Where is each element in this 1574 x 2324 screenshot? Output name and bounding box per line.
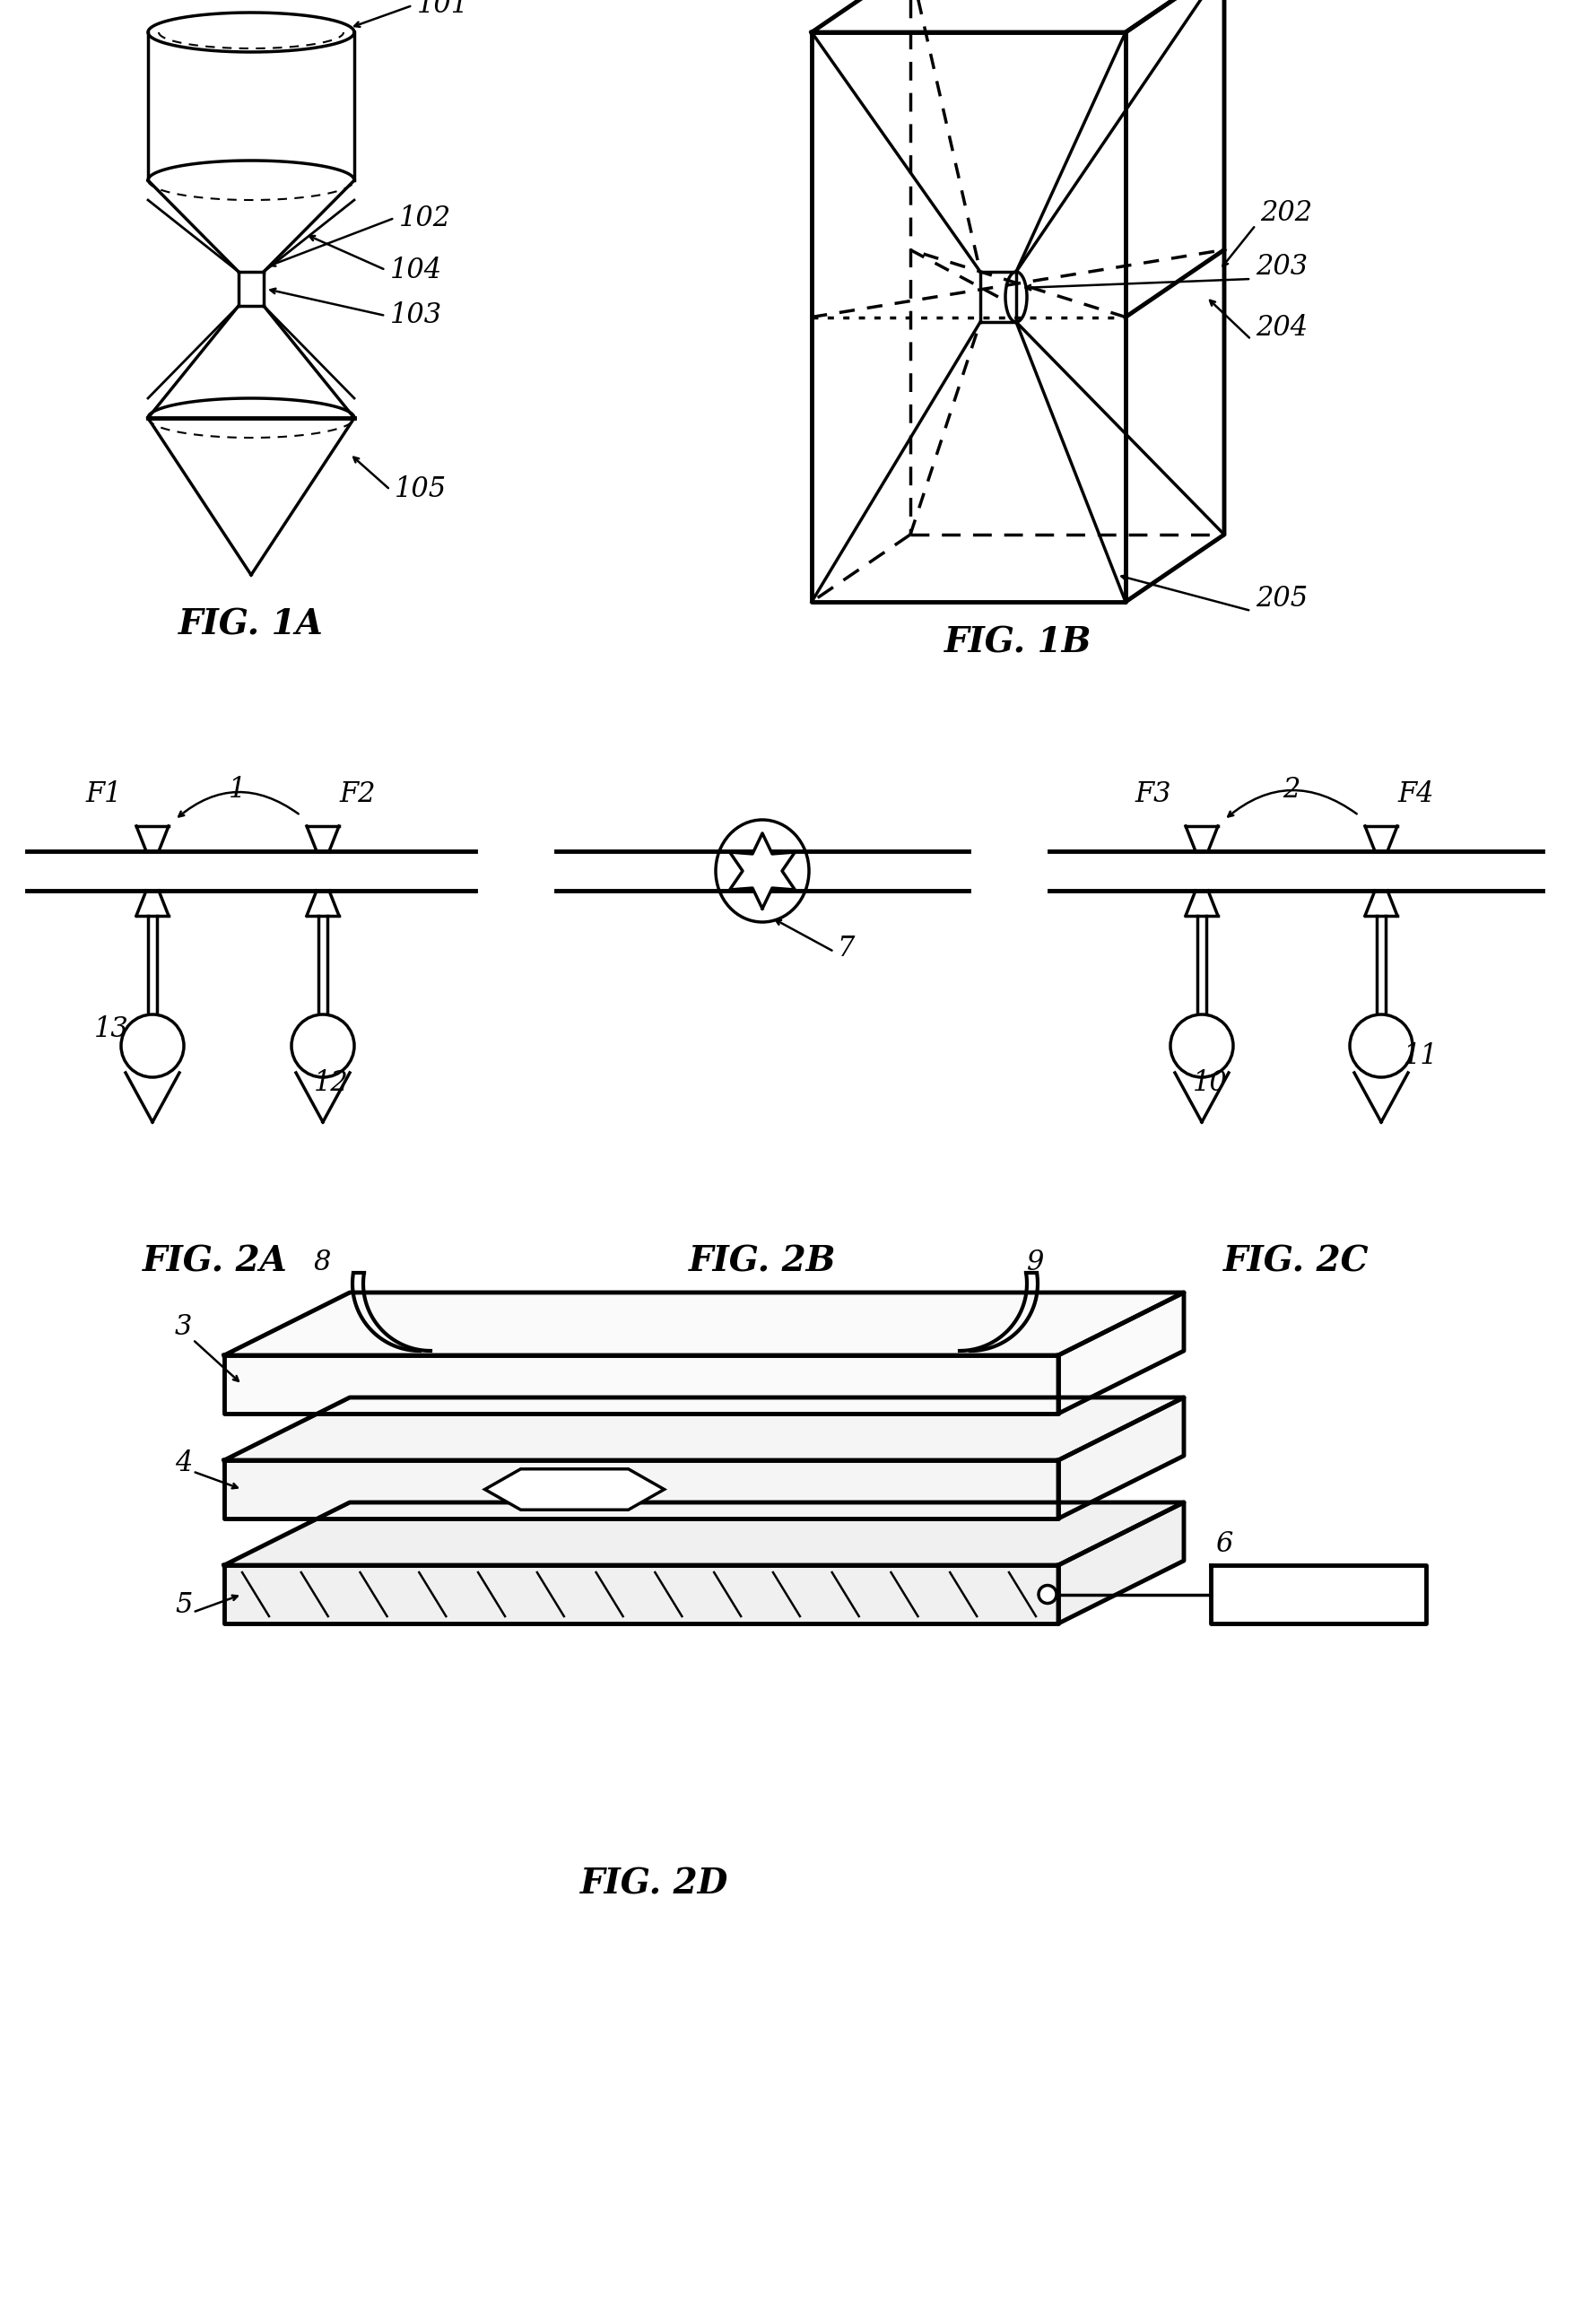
Text: 2: 2 <box>1281 776 1299 804</box>
Text: FIG. 1B: FIG. 1B <box>944 625 1091 660</box>
Text: 9: 9 <box>1026 1248 1044 1276</box>
Text: 10: 10 <box>1192 1069 1226 1097</box>
Text: FIG. 1A: FIG. 1A <box>178 607 324 641</box>
Text: F2: F2 <box>338 781 375 809</box>
Polygon shape <box>1210 1564 1424 1624</box>
Circle shape <box>1037 1585 1056 1604</box>
Polygon shape <box>1058 1292 1184 1413</box>
Text: 102: 102 <box>398 205 452 232</box>
Text: 101: 101 <box>417 0 469 19</box>
Circle shape <box>1169 1016 1232 1078</box>
Text: 7: 7 <box>836 934 853 962</box>
Text: FIG. 2D: FIG. 2D <box>581 1868 729 1901</box>
Text: F1: F1 <box>85 781 121 809</box>
Text: FIG. 2A: FIG. 2A <box>143 1243 288 1278</box>
Text: FIG. 2B: FIG. 2B <box>688 1243 836 1278</box>
Polygon shape <box>224 1459 1058 1518</box>
Text: F3: F3 <box>1133 781 1169 809</box>
Polygon shape <box>729 834 795 909</box>
Polygon shape <box>485 1469 664 1511</box>
Text: 8: 8 <box>313 1248 331 1276</box>
Text: 5: 5 <box>175 1590 192 1618</box>
Text: 12: 12 <box>313 1069 348 1097</box>
Polygon shape <box>224 1292 1184 1355</box>
Text: F4: F4 <box>1396 781 1432 809</box>
Polygon shape <box>224 1355 1058 1413</box>
Polygon shape <box>1058 1397 1184 1518</box>
Text: 203: 203 <box>1254 253 1306 281</box>
Circle shape <box>291 1016 354 1078</box>
Text: 11: 11 <box>1402 1041 1437 1069</box>
Text: 103: 103 <box>390 302 442 330</box>
Polygon shape <box>224 1501 1184 1564</box>
Text: 105: 105 <box>395 476 447 504</box>
Polygon shape <box>224 1564 1058 1624</box>
Text: 104: 104 <box>390 256 442 284</box>
Text: 1: 1 <box>228 776 246 804</box>
Text: 13: 13 <box>94 1016 129 1043</box>
Text: 3: 3 <box>175 1313 192 1341</box>
Text: 205: 205 <box>1254 586 1306 614</box>
Text: 6: 6 <box>1215 1529 1232 1557</box>
Text: 4: 4 <box>175 1450 192 1478</box>
Polygon shape <box>224 1397 1184 1459</box>
Circle shape <box>121 1016 184 1078</box>
Circle shape <box>1349 1016 1412 1078</box>
Text: 202: 202 <box>1259 200 1311 228</box>
Polygon shape <box>1058 1501 1184 1624</box>
Text: 204: 204 <box>1254 314 1306 342</box>
Text: FIG. 2C: FIG. 2C <box>1223 1243 1368 1278</box>
